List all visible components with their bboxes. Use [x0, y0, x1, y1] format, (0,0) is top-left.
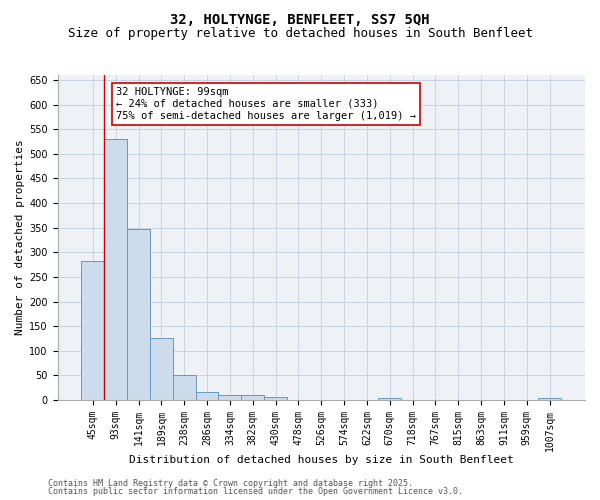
Bar: [241, 395, 264, 400]
Text: Contains HM Land Registry data © Crown copyright and database right 2025.: Contains HM Land Registry data © Crown c…: [48, 478, 413, 488]
Bar: [218, 395, 241, 400]
Bar: [82, 261, 104, 400]
Text: 32, HOLTYNGE, BENFLEET, SS7 5QH: 32, HOLTYNGE, BENFLEET, SS7 5QH: [170, 12, 430, 26]
Text: Size of property relative to detached houses in South Benfleet: Size of property relative to detached ho…: [67, 28, 533, 40]
Bar: [173, 376, 196, 400]
Bar: [538, 398, 561, 400]
Text: Contains public sector information licensed under the Open Government Licence v3: Contains public sector information licen…: [48, 487, 463, 496]
Text: 32 HOLTYNGE: 99sqm
← 24% of detached houses are smaller (333)
75% of semi-detach: 32 HOLTYNGE: 99sqm ← 24% of detached hou…: [116, 88, 416, 120]
Y-axis label: Number of detached properties: Number of detached properties: [15, 140, 25, 336]
Bar: [379, 398, 401, 400]
Bar: [196, 392, 218, 400]
Bar: [264, 396, 287, 400]
Bar: [104, 139, 127, 400]
X-axis label: Distribution of detached houses by size in South Benfleet: Distribution of detached houses by size …: [129, 455, 514, 465]
Bar: [127, 228, 150, 400]
Bar: [150, 338, 173, 400]
